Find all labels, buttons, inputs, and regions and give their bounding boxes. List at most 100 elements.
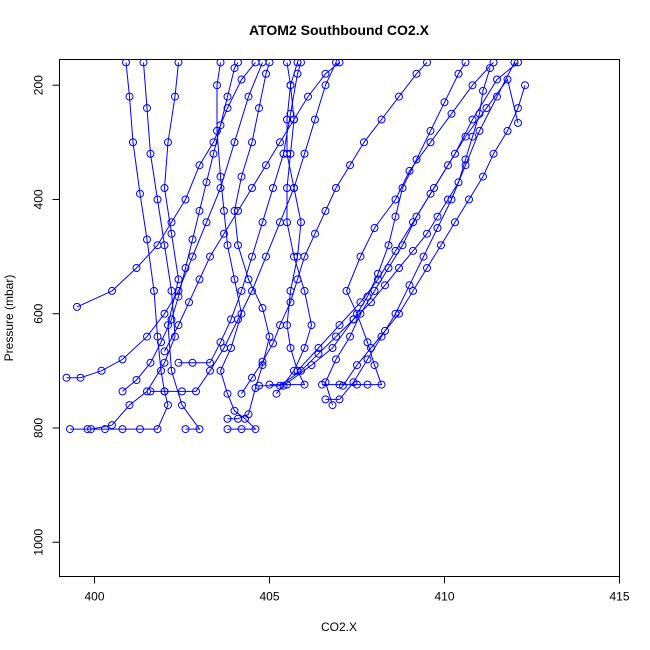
- data-point: [363, 380, 372, 389]
- data-point: [384, 241, 393, 250]
- data-point: [461, 155, 470, 164]
- data-point: [206, 358, 214, 367]
- data-point: [157, 366, 165, 375]
- series-line: [324, 62, 519, 406]
- data-point: [248, 138, 256, 147]
- data-point: [465, 195, 473, 204]
- data-series: [339, 81, 529, 390]
- data-point: [423, 59, 431, 67]
- y-tick-label: 600: [32, 303, 46, 323]
- data-point: [167, 315, 176, 324]
- data-point: [132, 264, 141, 272]
- data-point: [181, 425, 190, 434]
- data-point: [146, 149, 155, 158]
- data-point: [297, 366, 305, 375]
- data-point: [300, 252, 309, 261]
- data-point: [335, 380, 344, 389]
- data-series: [237, 59, 431, 398]
- data-series: [146, 59, 340, 396]
- data-point: [272, 389, 281, 398]
- data-point: [283, 59, 291, 67]
- data-point: [202, 218, 211, 227]
- data-point: [195, 425, 204, 434]
- data-point: [286, 81, 295, 90]
- data-point: [125, 401, 134, 410]
- data-point: [223, 241, 232, 250]
- y-tick-label: 800: [32, 418, 46, 438]
- data-point: [332, 332, 340, 341]
- chart-title: ATOM2 Southbound CO2.X: [249, 22, 430, 38]
- data-point: [269, 184, 277, 192]
- data-point: [286, 109, 295, 118]
- data-point: [132, 376, 141, 384]
- data-point: [108, 286, 116, 295]
- data-point: [286, 298, 295, 307]
- data-point: [118, 387, 127, 396]
- data-point: [178, 401, 186, 410]
- data-point: [164, 321, 172, 330]
- series-line: [259, 67, 491, 387]
- data-point: [118, 425, 127, 434]
- data-point: [150, 286, 158, 295]
- data-point: [468, 115, 477, 124]
- data-point: [300, 149, 309, 158]
- series-line: [322, 62, 494, 386]
- data-series: [160, 59, 344, 356]
- data-point: [153, 241, 162, 250]
- data-point: [367, 298, 375, 307]
- data-point: [160, 309, 169, 318]
- series-line: [76, 62, 256, 308]
- data-point: [482, 104, 491, 113]
- data-point: [234, 241, 242, 250]
- data-point: [297, 218, 305, 227]
- data-point: [314, 349, 323, 358]
- data-point: [367, 344, 375, 352]
- data-point: [258, 218, 267, 227]
- data-point: [454, 69, 463, 78]
- data-point: [486, 64, 494, 73]
- data-point: [311, 115, 319, 124]
- data-point: [426, 126, 435, 135]
- data-point: [321, 81, 330, 90]
- data-point: [216, 338, 225, 347]
- data-point: [346, 332, 354, 341]
- plot-area: [62, 59, 529, 434]
- data-point: [188, 252, 197, 261]
- data-point: [311, 229, 319, 238]
- data-point: [164, 401, 172, 410]
- data-point: [332, 355, 340, 364]
- data-point: [139, 59, 148, 67]
- data-point: [129, 138, 137, 147]
- data-point: [248, 373, 256, 382]
- data-point: [136, 189, 144, 198]
- data-point: [153, 332, 162, 341]
- x-tick-label: 405: [259, 590, 279, 604]
- data-point: [395, 309, 403, 318]
- data-point: [290, 184, 298, 192]
- data-point: [248, 286, 256, 295]
- data-point: [321, 69, 330, 78]
- data-point: [216, 59, 225, 67]
- data-series: [293, 75, 522, 375]
- data-point: [167, 229, 176, 238]
- x-tick-label: 400: [84, 590, 104, 604]
- data-point: [248, 252, 256, 261]
- data-point: [223, 92, 232, 101]
- data-point: [514, 104, 522, 113]
- data-point: [213, 81, 221, 90]
- data-point: [143, 104, 151, 113]
- data-point: [381, 326, 389, 335]
- data-point: [213, 126, 221, 135]
- y-axis-label: Pressure (mbar): [2, 275, 16, 362]
- data-point: [503, 126, 512, 135]
- data-point: [181, 195, 190, 204]
- data-point: [174, 59, 183, 67]
- x-axis: 400 405 410 415: [84, 576, 630, 604]
- data-point: [185, 298, 193, 307]
- data-point: [160, 184, 169, 192]
- data-point: [426, 189, 435, 198]
- data-point: [412, 69, 421, 78]
- data-point: [374, 275, 382, 284]
- data-point: [237, 389, 246, 398]
